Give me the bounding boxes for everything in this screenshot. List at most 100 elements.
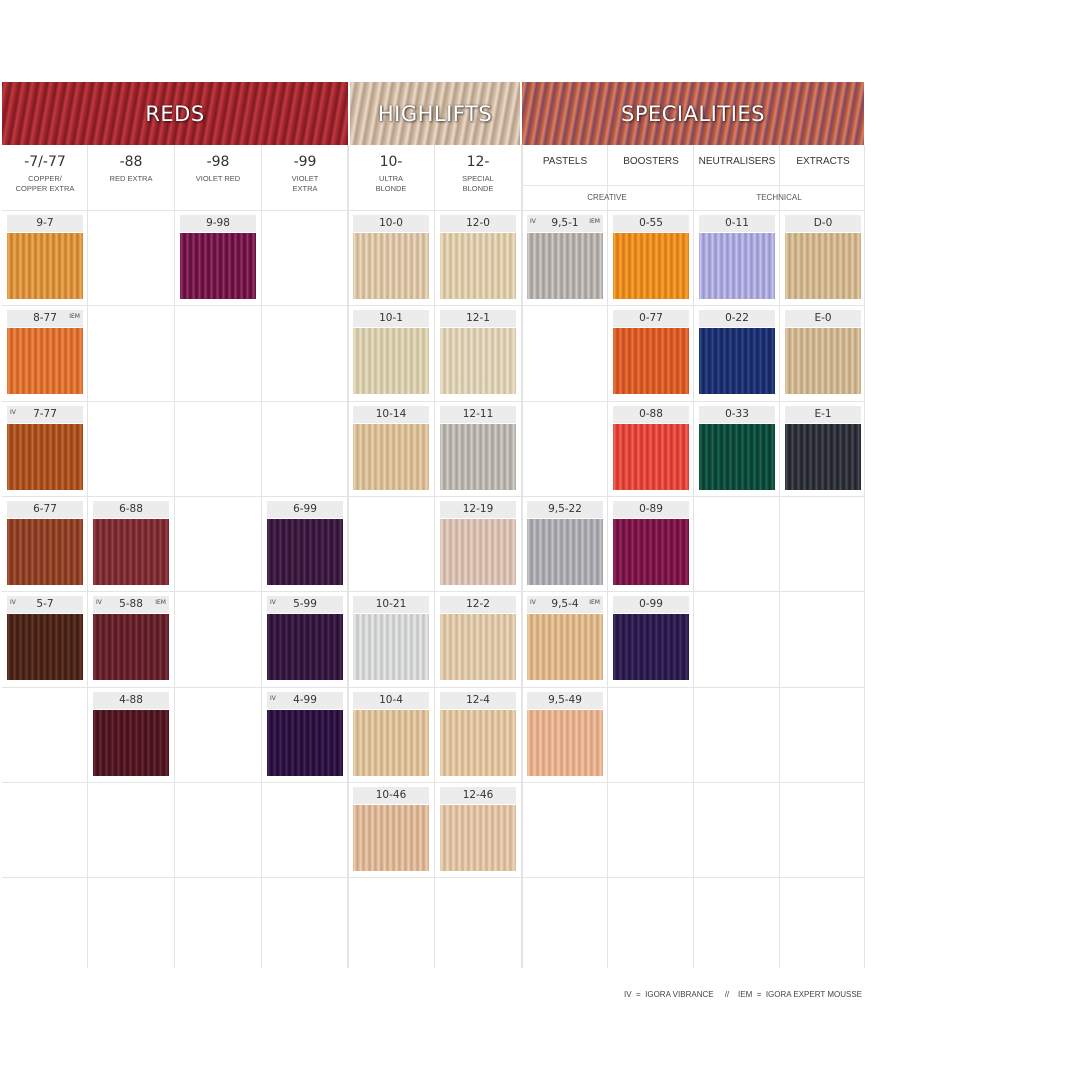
color-swatch: 7-77 IV	[7, 405, 83, 490]
hair-color-sample	[785, 328, 861, 395]
color-swatch: 0-88	[613, 405, 689, 490]
hair-color-sample	[7, 233, 83, 299]
column-header: -88 RED EXTRA	[88, 154, 174, 184]
swatch-code: 12-19	[462, 502, 494, 515]
swatch-label-bar: 10-21	[353, 596, 429, 614]
swatch-code: 10-4	[379, 693, 403, 706]
swatch-label-bar: 5-88 IV IEM	[93, 596, 169, 614]
specialities-banner-title: SPECIALITIES	[621, 101, 765, 126]
color-swatch: 9,5-1 IV IEM	[527, 215, 603, 299]
swatch-label-bar: 9-7	[7, 215, 83, 232]
swatch-label-bar: 10-1	[353, 310, 429, 328]
color-swatch: 12-0	[440, 215, 516, 299]
color-swatch: 9-7	[7, 215, 83, 299]
swatch-code: D-0	[813, 217, 833, 229]
swatch-label-bar: 12-1	[440, 310, 516, 328]
column-name: VIOLET RED	[195, 174, 241, 183]
swatch-code: 6-77	[33, 502, 57, 515]
color-swatch: 5-99 IV	[267, 596, 343, 681]
swatch-label-bar: 0-33	[699, 405, 775, 423]
grid-line-vertical	[693, 145, 694, 968]
swatch-label-bar: 12-4	[440, 691, 516, 709]
hair-color-sample	[699, 328, 775, 395]
grid-line-vertical	[174, 145, 175, 968]
igora-vibrance-badge: IV	[270, 694, 276, 702]
hair-color-sample	[440, 804, 516, 871]
swatch-code: 0-22	[725, 312, 749, 325]
swatch-label-bar: 10-4	[353, 691, 429, 709]
swatch-label-bar: 9,5-22	[527, 500, 603, 518]
swatch-label-bar: 12-46	[440, 786, 516, 804]
igora-vibrance-badge: IV	[10, 408, 16, 416]
column-code: -99	[293, 154, 317, 170]
column-header: 12- SPECIAL BLONDE	[435, 154, 521, 194]
color-swatch: 12-1	[440, 310, 516, 395]
highlifts-banner: HIGHLIFTS	[350, 82, 520, 145]
hair-color-sample	[353, 804, 429, 871]
swatch-label-bar: 9,5-49	[527, 691, 603, 709]
color-swatch: 0-55	[613, 215, 689, 299]
color-swatch: 12-2	[440, 596, 516, 681]
color-swatch: 10-0	[353, 215, 429, 299]
swatch-label-bar: 5-7 IV	[7, 596, 83, 614]
swatch-code: 0-77	[639, 312, 663, 325]
igora-vibrance-badge: IV	[270, 599, 276, 607]
hair-color-sample	[440, 518, 516, 585]
color-swatch: 9,5-49	[527, 691, 603, 776]
color-swatch: 6-99	[267, 500, 343, 585]
hair-color-sample	[527, 709, 603, 776]
swatch-code: 0-55	[639, 217, 663, 229]
swatch-label-bar: 0-89	[613, 500, 689, 518]
swatch-code: 10-1	[379, 312, 403, 325]
column-name: ULTRA BLONDE	[375, 174, 407, 193]
grid-line-horizontal	[2, 210, 864, 211]
swatch-label-bar: 0-99	[613, 596, 689, 614]
color-swatch: 0-77	[613, 310, 689, 395]
special-column-header: PASTELS	[542, 156, 588, 167]
hair-color-sample	[440, 709, 516, 776]
hair-color-sample	[440, 328, 516, 395]
swatch-label-bar: D-0	[785, 215, 861, 232]
hair-color-sample	[613, 614, 689, 681]
grid-line-horizontal	[2, 686, 864, 688]
swatch-label-bar: E-0	[785, 310, 861, 328]
hair-color-sample	[353, 709, 429, 776]
hair-color-sample	[527, 614, 603, 681]
swatch-code: 0-89	[639, 502, 663, 515]
hair-color-sample	[353, 328, 429, 395]
grid-line-vertical	[261, 145, 262, 968]
grid-line-vertical	[521, 145, 523, 968]
hair-color-sample	[613, 233, 689, 299]
technical-group-label: TECHNICAL	[756, 193, 802, 202]
special-column-header: EXTRACTS	[796, 156, 850, 167]
grid-line-horizontal	[2, 877, 864, 879]
color-swatch: 10-46	[353, 786, 429, 871]
grid-line-horizontal	[2, 400, 864, 402]
grid-line-vertical	[347, 145, 349, 968]
swatch-code: 8-77	[33, 312, 57, 325]
legend: IV = IGORA VIBRANCE // IEM = IGORA EXPER…	[624, 990, 862, 999]
swatch-code: E-1	[814, 407, 832, 420]
color-swatch: 10-14	[353, 405, 429, 490]
hair-color-sample	[93, 614, 169, 681]
column-name: RED EXTRA	[109, 174, 153, 183]
igora-vibrance-badge: IV	[96, 599, 102, 607]
swatch-label-bar: 12-0	[440, 215, 516, 232]
grid-line-vertical	[434, 145, 435, 968]
color-swatch: 12-46	[440, 786, 516, 871]
column-name: SPECIAL BLONDE	[462, 174, 494, 193]
hair-color-sample	[7, 614, 83, 681]
color-swatch: 10-21	[353, 596, 429, 681]
grid-line-horizontal	[2, 495, 864, 497]
igora-vibrance-badge: IV	[10, 599, 16, 607]
swatch-code: 9,5-22	[548, 502, 582, 515]
hair-color-sample	[7, 328, 83, 395]
swatch-code: 6-88	[119, 502, 143, 515]
column-code: 12-	[466, 154, 490, 170]
swatch-label-bar: 7-77 IV	[7, 405, 83, 423]
color-swatch: 9,5-4 IV IEM	[527, 596, 603, 681]
special-column-header: NEUTRALISERS	[698, 156, 776, 167]
swatch-label-bar: 0-22	[699, 310, 775, 328]
grid-line-horizontal	[2, 781, 864, 783]
grid-line-horizontal	[522, 185, 864, 186]
